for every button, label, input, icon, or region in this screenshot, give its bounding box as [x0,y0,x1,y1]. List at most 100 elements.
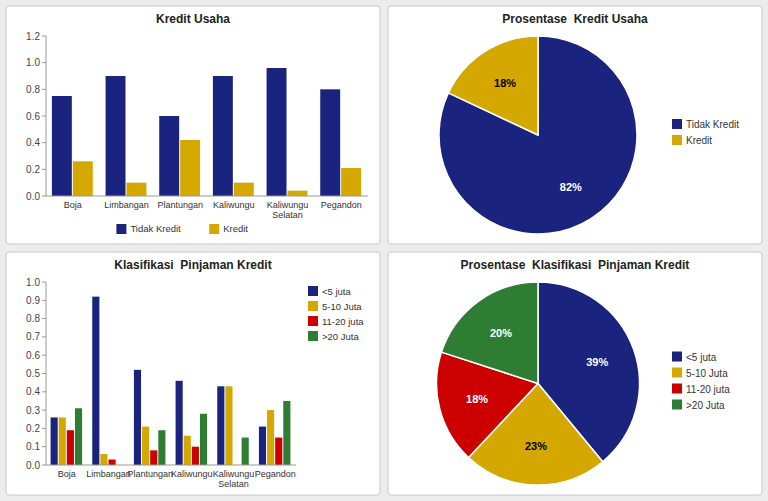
x-tick-label: Limbangan [86,469,131,479]
y-tick [42,391,46,392]
legend-label: Tidak Kredit [130,223,181,234]
x-tick-label-line: Limbangan [104,200,149,210]
pie-slice [441,282,538,384]
x-axis [46,196,368,197]
y-tick [42,300,46,301]
slices [437,282,640,485]
bar [100,454,107,465]
bar [267,68,287,196]
bar [159,116,179,196]
x-tick-label-line: Boja [58,469,76,479]
bar [180,140,200,196]
x-tick-label: KaliwunguSelatan [267,200,309,220]
chart-title: Prosentase Kredit Usaha [502,12,648,26]
legend-swatch [209,224,219,234]
bar [217,386,224,465]
x-tick-label: Boja [64,200,82,210]
panel [6,252,380,495]
data-label: 39% [586,356,608,368]
y-tick-label: 0.4 [26,137,40,148]
legend-label: Kredit [686,135,712,146]
y-tick [42,169,46,170]
legend-swatch [308,286,318,296]
legend-label: Kredit [223,223,248,234]
y-tick [42,142,46,143]
legend-swatch [672,400,682,410]
y-tick-label: 0.8 [26,84,40,95]
bar [184,436,191,465]
data-label: 18% [494,77,516,89]
bar [213,76,233,196]
y-tick [42,318,46,319]
y-axis [46,36,47,196]
x-axis [46,465,296,466]
bar [109,460,116,465]
x-tick-label: Kaliwungu [171,469,213,479]
y-tick [42,428,46,429]
legend-swatch [308,331,318,341]
bar [73,161,93,196]
y-tick-label: 0.0 [26,191,40,202]
panel [6,6,380,244]
x-tick-label-line: Limbangan [86,469,131,479]
bar [75,408,82,465]
background [0,0,768,501]
bar [134,370,141,465]
chart-root: Kredit Usaha0.00.20.40.60.81.01.2BojaLim… [0,0,768,501]
legend-label: >20 Juta [686,400,725,411]
bar [52,96,72,196]
bar [127,183,147,196]
y-tick-label: 0.6 [26,111,40,122]
x-tick-label-line: Pegandon [321,200,362,210]
legend-swatch [672,135,682,145]
bar [51,417,58,465]
y-tick [42,336,46,337]
bar [234,183,254,196]
bar [192,447,199,465]
y-tick-label: 0.9 [26,295,40,306]
y-tick-label: 0.5 [26,368,40,379]
bar [259,427,266,465]
x-tick-label-line: Boja [64,200,82,210]
bar [158,430,165,465]
legend-swatch [672,384,682,394]
data-label: 82% [560,181,582,193]
x-tick-label-line: Pegandon [255,469,296,479]
y-tick [42,410,46,411]
x-tick-label-line: Kaliwungu [171,469,213,479]
y-tick [42,36,46,37]
x-tick-label-line: Plantungan [127,469,173,479]
bar [106,76,126,196]
legend-label: <5 juta [686,352,717,363]
bar [92,297,99,465]
legend-swatch [116,224,126,234]
y-tick-label: 0.3 [26,405,40,416]
y-tick-label: 0.0 [26,460,40,471]
y-tick-label: 1.0 [26,277,40,288]
bar [288,191,308,196]
x-tick-label-line: Selatan [272,210,303,220]
legend-label: >20 Juta [322,331,359,342]
bar [200,414,207,465]
y-tick [42,355,46,356]
bar [225,386,232,465]
x-tick-label-line: Kaliwungu [267,200,309,210]
bar [142,427,149,465]
legend-swatch [308,301,318,311]
y-axis [46,282,47,465]
y-tick [42,465,46,466]
x-tick-label: Boja [58,469,76,479]
chart-title: Klasifikasi Pinjaman Kredit [114,258,271,272]
bar [283,401,290,465]
bar [242,438,249,465]
x-tick-label: Kaliwungu [213,200,255,210]
y-tick-label: 1.0 [26,57,40,68]
chart-title: Kredit Usaha [156,12,230,26]
x-tick-label: Plantungan [157,200,203,210]
x-tick-label-line: Plantungan [157,200,203,210]
legend-label: 5-10 Juta [322,301,362,312]
legend-swatch [672,352,682,362]
x-tick-label: Pegandon [321,200,362,210]
bar [320,89,340,196]
y-tick-label: 0.6 [26,350,40,361]
